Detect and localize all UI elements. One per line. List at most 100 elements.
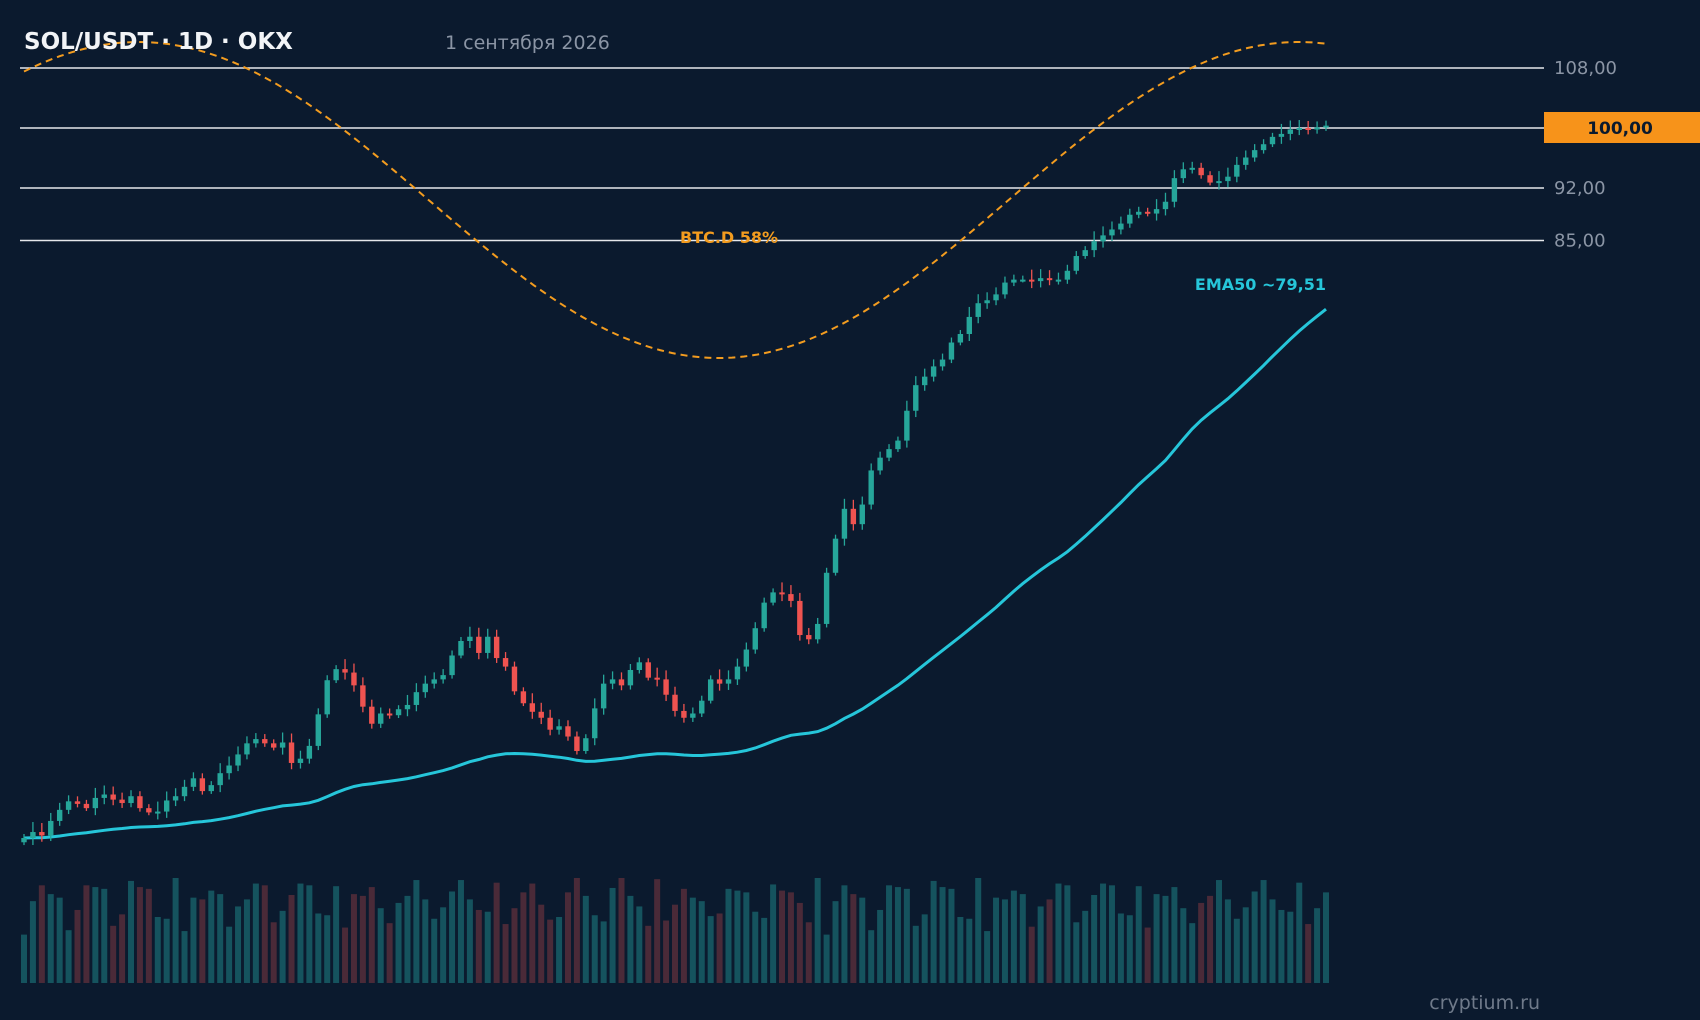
candle[interactable]: [404, 694, 411, 717]
candle[interactable]: [645, 658, 651, 681]
candle[interactable]: [467, 626, 473, 649]
candle[interactable]: [547, 709, 553, 736]
candle[interactable]: [743, 642, 750, 672]
candle[interactable]: [1171, 170, 1178, 208]
candle[interactable]: [520, 687, 527, 707]
candle[interactable]: [351, 663, 357, 692]
candle[interactable]: [877, 451, 883, 475]
candle[interactable]: [92, 787, 99, 816]
candle[interactable]: [1020, 275, 1026, 283]
candle[interactable]: [681, 703, 687, 723]
candle[interactable]: [1189, 161, 1195, 174]
candle[interactable]: [939, 353, 946, 371]
candle[interactable]: [65, 795, 72, 815]
candle[interactable]: [1011, 274, 1017, 287]
candle[interactable]: [1260, 139, 1267, 154]
candle[interactable]: [672, 686, 678, 717]
candle[interactable]: [565, 720, 571, 741]
candle[interactable]: [315, 708, 321, 751]
candle[interactable]: [1029, 269, 1035, 289]
candle[interactable]: [333, 665, 339, 684]
candle[interactable]: [493, 629, 500, 663]
candle[interactable]: [1037, 269, 1044, 288]
candle[interactable]: [217, 763, 223, 793]
candle[interactable]: [360, 677, 366, 713]
candle[interactable]: [386, 708, 393, 719]
candle[interactable]: [253, 733, 259, 748]
candle[interactable]: [966, 306, 972, 341]
candle[interactable]: [823, 567, 830, 628]
candle[interactable]: [627, 663, 634, 690]
candle[interactable]: [1305, 121, 1311, 135]
candle[interactable]: [146, 804, 152, 816]
candle[interactable]: [654, 667, 660, 687]
candle[interactable]: [83, 799, 90, 811]
candle[interactable]: [226, 756, 232, 780]
candle[interactable]: [797, 592, 803, 641]
candle[interactable]: [770, 588, 776, 606]
candle[interactable]: [279, 732, 286, 755]
candle[interactable]: [39, 823, 45, 842]
candle[interactable]: [1243, 150, 1249, 170]
candle[interactable]: [30, 822, 36, 845]
candle[interactable]: [511, 661, 518, 695]
candle[interactable]: [1198, 162, 1204, 179]
candle[interactable]: [56, 802, 63, 826]
candle[interactable]: [725, 670, 732, 690]
candle[interactable]: [288, 733, 295, 770]
candle[interactable]: [342, 659, 348, 680]
candle[interactable]: [431, 672, 437, 689]
candle[interactable]: [1269, 132, 1276, 148]
candle[interactable]: [1234, 156, 1240, 183]
candle[interactable]: [1100, 226, 1106, 248]
candle[interactable]: [1296, 120, 1302, 136]
candle[interactable]: [172, 788, 179, 807]
candle[interactable]: [449, 650, 455, 679]
candle[interactable]: [1144, 207, 1151, 217]
candle[interactable]: [1216, 171, 1222, 190]
candle[interactable]: [663, 670, 669, 702]
candle[interactable]: [636, 657, 643, 674]
candle[interactable]: [297, 750, 304, 769]
candle[interactable]: [163, 791, 170, 818]
candle[interactable]: [930, 359, 937, 382]
candle[interactable]: [761, 597, 767, 632]
candle[interactable]: [859, 496, 865, 530]
candle[interactable]: [458, 637, 464, 659]
candle[interactable]: [921, 368, 928, 391]
candle[interactable]: [806, 628, 812, 645]
candle[interactable]: [1323, 120, 1329, 131]
candle[interactable]: [832, 534, 839, 576]
candle[interactable]: [886, 444, 892, 462]
candle[interactable]: [369, 699, 375, 729]
candle[interactable]: [1207, 171, 1213, 186]
candle[interactable]: [609, 671, 616, 690]
candle[interactable]: [1287, 120, 1294, 141]
candle[interactable]: [779, 582, 785, 602]
candle[interactable]: [1251, 144, 1258, 162]
candle[interactable]: [1136, 206, 1142, 219]
candle[interactable]: [583, 734, 589, 754]
candle[interactable]: [993, 287, 999, 306]
candle[interactable]: [1091, 231, 1097, 258]
candle[interactable]: [1002, 276, 1008, 299]
candle[interactable]: [1162, 192, 1169, 216]
candle[interactable]: [128, 790, 134, 808]
candle[interactable]: [574, 731, 580, 755]
candle[interactable]: [1118, 216, 1124, 235]
candle[interactable]: [270, 739, 277, 751]
candle[interactable]: [262, 734, 268, 747]
candle[interactable]: [904, 400, 910, 448]
candle[interactable]: [422, 675, 429, 698]
candle[interactable]: [556, 719, 562, 735]
candle[interactable]: [1278, 123, 1285, 144]
candle[interactable]: [734, 658, 741, 685]
candle[interactable]: [137, 791, 143, 812]
candle[interactable]: [957, 329, 964, 346]
candle[interactable]: [984, 292, 990, 309]
candle[interactable]: [1055, 272, 1062, 285]
candle[interactable]: [101, 785, 107, 805]
candle[interactable]: [1153, 199, 1160, 221]
candle[interactable]: [788, 585, 794, 608]
